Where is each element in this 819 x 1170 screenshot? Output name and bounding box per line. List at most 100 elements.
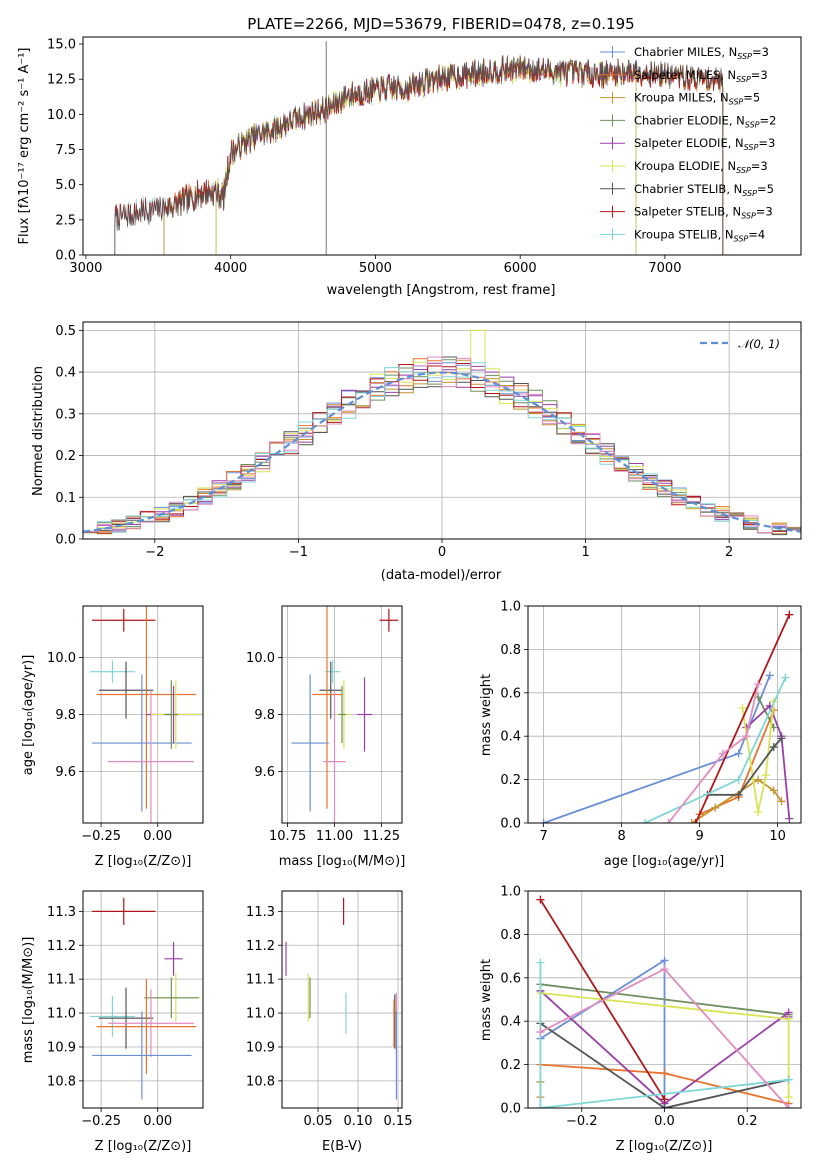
mwAge-marker — [691, 819, 700, 823]
ageZ-ylabel: age [log₁₀(age/yr)] — [21, 655, 36, 776]
mwAge-marker — [687, 819, 696, 823]
mwZ-series-line — [539, 962, 789, 1108]
ageM-xlabel: mass [log₁₀(M/M⊙)] — [279, 854, 406, 869]
mwAge-marker — [777, 797, 786, 806]
ageM-xtick-label: 11.00 — [316, 829, 353, 844]
massZ-ytick-label: 10.9 — [47, 1040, 76, 1055]
mwZ-ytick-label: 0.4 — [500, 1015, 521, 1030]
massE-xtick-label: 0.10 — [344, 1114, 373, 1129]
mwZ-marker — [784, 1075, 793, 1084]
residuals-histogram — [83, 356, 801, 533]
residuals-hists — [83, 329, 801, 536]
ageZ-xtick-label: 0.00 — [143, 829, 172, 844]
mwZ-ylabel: mass weight — [479, 959, 494, 1041]
mass-weight-vs-Z-panel: Z [log₁₀(Z/Z⊙)] mass weight −0.2 0.0 0.2 0.… — [479, 885, 802, 1154]
massE-ytick-label: 10.8 — [246, 1074, 275, 1089]
massE-xtick-label: 0.15 — [384, 1114, 413, 1129]
ageM-xtick-label: 10.75 — [269, 829, 306, 844]
massE-points — [285, 897, 397, 1100]
ageZ-xlabel: Z [log₁₀(Z/Z⊙)] — [95, 854, 192, 869]
mwZ-ytick-label: 0.8 — [500, 928, 521, 943]
mwZ-xlabel: Z [log₁₀(Z/Z⊙)] — [616, 1139, 713, 1154]
mwAge-marker — [754, 808, 763, 817]
ageZ-frame — [82, 605, 204, 824]
mwAge-marker — [539, 819, 548, 823]
mass-vs-ebv-panel: E(B-V) 0.05 0.10 0.15 10.8 10.9 11.0 11.1 11.2 1… — [246, 890, 413, 1154]
spectrum-frame — [82, 36, 802, 256]
massZ-ytick-label: 11.3 — [47, 905, 76, 920]
spectrum-ytick-label: 10.0 — [47, 108, 76, 123]
mwAge-marker — [769, 743, 778, 752]
residuals-xtick-label: −2 — [145, 545, 164, 560]
ageZ-ytick-label: 9.6 — [55, 765, 76, 780]
mwAge-xtick-label: 10 — [769, 829, 786, 844]
spectrum-legend-entry: Kroupa ELODIE, NSSP=3 — [634, 159, 768, 175]
spectrum-legend-entry: Chabrier STELIB, NSSP=5 — [634, 182, 774, 198]
massZ-ytick-label: 11.0 — [47, 1007, 76, 1022]
spectrum-ytick-label: 12.5 — [47, 73, 76, 88]
mwZ-marker — [660, 1104, 669, 1108]
mwAge-frame — [527, 605, 802, 824]
mwAge-marker — [719, 749, 727, 758]
mwAge-marker — [664, 819, 673, 823]
spectrum-ytick-label: 0.0 — [55, 249, 76, 264]
mwZ-marker — [536, 1028, 545, 1037]
ageM-xtick-label: 11.25 — [363, 829, 400, 844]
mwAge-series-line — [707, 737, 783, 796]
massZ-ytick-label: 11.2 — [47, 939, 76, 954]
mwZ-xtick-label: 0.0 — [654, 1114, 675, 1129]
spectrum-xtick-label: 4000 — [214, 261, 247, 276]
ageZ-ytick-label: 10.0 — [47, 651, 76, 666]
ageM-points — [291, 606, 399, 823]
spectrum-legend-entry: Chabrier MILES, NSSP=3 — [634, 45, 769, 61]
spectrum-ytick-label: 5.0 — [55, 178, 76, 193]
spectrum-legend-entry: Salpeter MILES, NSSP=3 — [634, 68, 768, 84]
mwZ-ytick-label: 0.0 — [500, 1102, 521, 1117]
massZ-xtick-label: 0.00 — [143, 1114, 172, 1129]
massE-xtick-label: 0.05 — [304, 1114, 333, 1129]
residuals-ytick-label: 0.0 — [55, 533, 76, 548]
mwAge-marker — [754, 680, 763, 689]
mwZ-ytick-label: 1.0 — [500, 885, 521, 900]
mwZ-xtick-label: −0.2 — [566, 1114, 598, 1129]
massZ-points — [89, 897, 201, 1100]
mwAge-series-line — [745, 704, 791, 819]
residuals-xtick-label: 2 — [725, 545, 733, 560]
residuals-ytick-label: 0.1 — [55, 491, 76, 506]
residuals-gaussian-line — [83, 371, 801, 533]
mwAge-series-line — [667, 683, 759, 823]
spectrum-ylabel: Flux [fλ10⁻¹⁷ erg cm⁻² s⁻¹ A⁻¹] — [17, 48, 32, 245]
mwZ-marker — [660, 956, 669, 965]
mass-vs-Z-panel: Z [log₁₀(Z/Z⊙)] mass [log₁₀(M/M⊙)] −0.25… — [21, 890, 204, 1154]
residuals-ylabel: Normed distribution — [31, 366, 46, 496]
mass-weight-vs-age-panel: age [log₁₀(age/yr)] mass weight 7 8 9 10 0.0… — [479, 600, 802, 869]
residuals-ytick-label: 0.4 — [55, 366, 76, 381]
mwAge-marker — [785, 610, 794, 619]
ageM-ytick-label: 9.8 — [254, 708, 275, 723]
mwAge-marker — [761, 771, 770, 780]
spectrum-legend-entry: Kroupa STELIB, NSSP=4 — [634, 227, 765, 243]
mwAge-marker — [641, 819, 649, 823]
mwAge-ytick-label: 0.2 — [500, 773, 521, 788]
spectrum-xtick-label: 6000 — [504, 261, 537, 276]
mwAge-marker — [734, 749, 743, 758]
mwZ-lines — [536, 895, 793, 1108]
mwAge-marker — [781, 673, 790, 682]
mwAge-xtick-label: 7 — [539, 829, 547, 844]
massZ-ytick-label: 10.8 — [47, 1074, 76, 1089]
mwAge-ylabel: mass weight — [479, 674, 494, 756]
mwAge-xtick-label: 9 — [695, 829, 703, 844]
mwAge-marker — [785, 814, 794, 823]
massE-ytick-label: 11.1 — [246, 973, 275, 988]
mwAge-ytick-label: 0.8 — [500, 643, 521, 658]
spectrum-series-line — [114, 55, 724, 255]
residuals-ytick-label: 0.3 — [55, 407, 76, 422]
mwAge-xlabel: age [log₁₀(age/yr)] — [604, 854, 725, 869]
ageM-frame — [281, 605, 403, 824]
mwZ-marker — [536, 958, 545, 967]
mwAge-series-line — [694, 614, 791, 823]
mwZ-marker — [660, 965, 669, 974]
mwAge-series-line — [741, 701, 775, 813]
mwAge-xtick-label: 8 — [617, 829, 625, 844]
residuals-panel: (data-model)/error Normed distribution −… — [31, 321, 802, 583]
